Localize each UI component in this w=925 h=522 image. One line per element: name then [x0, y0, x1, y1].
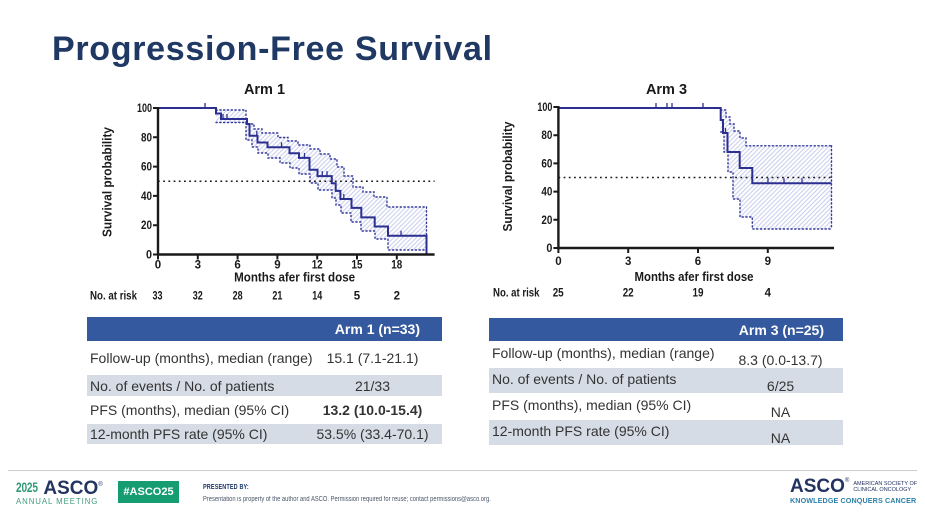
svg-text:80: 80 [141, 132, 152, 144]
svg-text:Arm 3: Arm 3 [646, 82, 687, 98]
svg-text:4: 4 [765, 288, 772, 300]
svg-text:20: 20 [141, 220, 152, 232]
svg-text:6: 6 [234, 260, 240, 272]
svg-text:Months afer first dose: Months afer first dose [635, 269, 754, 284]
svg-text:25: 25 [553, 288, 565, 300]
svg-text:Survival probability: Survival probability [100, 126, 115, 237]
svg-text:2: 2 [394, 291, 400, 303]
svg-text:5: 5 [354, 291, 361, 303]
svg-text:12: 12 [312, 260, 323, 272]
svg-text:14: 14 [312, 291, 322, 303]
svg-text:19: 19 [693, 288, 704, 300]
svg-text:6: 6 [695, 256, 701, 268]
svg-text:0: 0 [146, 250, 152, 262]
svg-text:Months afer first dose: Months afer first dose [234, 270, 355, 285]
svg-text:3: 3 [195, 260, 201, 272]
svg-text:28: 28 [233, 291, 243, 303]
svg-text:22: 22 [623, 288, 634, 300]
svg-text:0: 0 [155, 260, 161, 272]
svg-text:9: 9 [765, 256, 771, 268]
svg-text:60: 60 [141, 162, 152, 174]
svg-text:80: 80 [541, 130, 552, 142]
svg-text:32: 32 [193, 291, 203, 303]
svg-text:20: 20 [541, 215, 552, 227]
svg-text:3: 3 [625, 256, 631, 268]
svg-text:100: 100 [537, 102, 552, 114]
svg-text:0: 0 [555, 256, 561, 268]
svg-text:18: 18 [391, 260, 403, 272]
svg-text:No. at risk: No. at risk [493, 288, 540, 300]
svg-text:40: 40 [141, 191, 152, 203]
svg-text:33: 33 [153, 291, 163, 303]
svg-text:60: 60 [541, 158, 552, 170]
svg-text:0: 0 [546, 243, 552, 255]
svg-text:100: 100 [137, 103, 152, 115]
svg-text:21: 21 [272, 291, 282, 303]
svg-text:15: 15 [352, 260, 364, 272]
svg-text:Arm 1: Arm 1 [244, 82, 285, 98]
svg-text:9: 9 [274, 260, 280, 272]
svg-text:Survival probability: Survival probability [500, 121, 515, 232]
svg-text:40: 40 [541, 187, 552, 199]
svg-text:No. at risk: No. at risk [90, 291, 138, 303]
